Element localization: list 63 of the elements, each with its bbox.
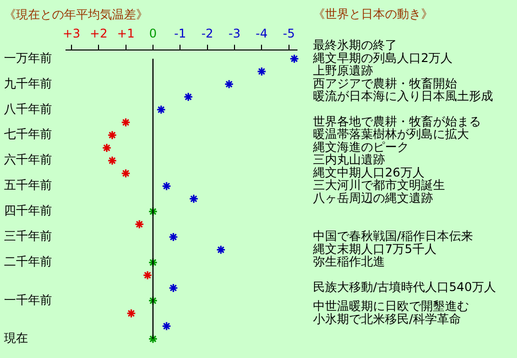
x-tick-label: -1: [174, 26, 186, 41]
y-tick-label: 七千年前: [4, 127, 52, 142]
text: 中世温暖期に日欧で開墾進む: [313, 299, 469, 314]
x-tick-label: +2: [90, 26, 108, 41]
text: 小氷期で北米移民/科学革命: [313, 312, 462, 326]
text: 中国で春秋戦国/稲作日本伝来: [313, 229, 474, 244]
text: 西アジアで農耕・牧畜開始: [313, 76, 457, 90]
point: [148, 334, 158, 344]
y-tick-label: 一千年前: [4, 292, 52, 307]
point: [121, 118, 131, 128]
y-tick-label: 八千年前: [4, 102, 52, 116]
point: [102, 143, 112, 153]
text: 暖温帯落葉樹林が列島に拡大: [313, 127, 469, 142]
y-tick-label: 四千年前: [4, 204, 52, 218]
point: [188, 194, 198, 204]
y-tick-label: 一万年前: [4, 50, 52, 65]
x-tick-label: +3: [62, 26, 80, 41]
text: 民族大移動/古墳時代人口540万人: [313, 280, 496, 294]
text: 弥生稲作北進: [313, 254, 385, 269]
point: [162, 321, 172, 331]
y-tick-label: 二千年前: [4, 254, 52, 269]
text: 縄文中期人口26万人: [312, 165, 424, 180]
point: [168, 283, 178, 293]
x-tick-label: -4: [256, 26, 268, 41]
y-tick-label: 六千年前: [4, 152, 52, 167]
text: 縄文早期の列島人口2万人: [312, 50, 453, 65]
point: [290, 54, 300, 64]
chart-title: 《現在との年平均気温差》: [4, 7, 148, 22]
point: [168, 232, 178, 242]
text: 縄文末期人口7万5千人: [312, 242, 436, 256]
point: [107, 130, 117, 140]
point: [134, 220, 144, 230]
text: 《世界と日本の動き》: [313, 7, 433, 22]
text: 暖流が日本海に入り日本風土形成: [313, 89, 493, 104]
point: [184, 92, 194, 102]
y-tick-label: 五千年前: [4, 178, 52, 192]
point: [256, 66, 266, 76]
point: [156, 104, 166, 114]
x-tick-label: -2: [201, 26, 214, 41]
point: [121, 168, 131, 178]
text: 八ヶ岳周辺の縄文遺跡: [313, 190, 433, 205]
point: [162, 181, 172, 191]
point: [148, 258, 158, 268]
y-tick-label: 九千年前: [4, 76, 52, 90]
y-tick-label: 三千年前: [4, 229, 52, 244]
text: 三大河川で都市文明誕生: [313, 178, 445, 192]
text: 最終氷期の終了: [313, 38, 397, 52]
x-tick-label: +1: [116, 26, 135, 41]
text: 世界各地で農耕・牧畜が始まる: [313, 114, 481, 129]
point: [142, 270, 152, 280]
y-tick-label: 現在: [4, 331, 28, 346]
point: [148, 206, 158, 216]
text: 三内丸山遺跡: [313, 152, 385, 167]
x-tick-label: 0: [149, 26, 157, 41]
text: 縄文海進のピーク: [312, 140, 409, 154]
x-tick-label: -3: [228, 26, 240, 41]
point: [224, 79, 234, 89]
text: 上野原遺跡: [313, 64, 373, 78]
point: [126, 308, 136, 318]
point: [148, 296, 158, 306]
x-tick-label: -5: [282, 26, 295, 41]
point: [216, 244, 226, 254]
point: [107, 156, 117, 166]
